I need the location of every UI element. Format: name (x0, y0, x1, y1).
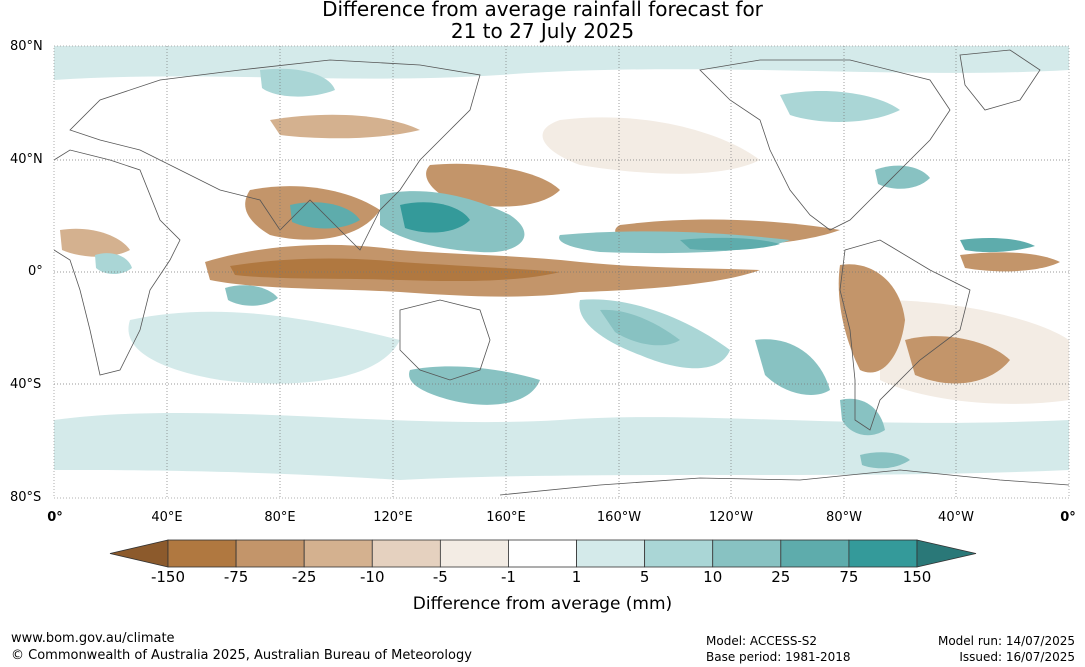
colorbar-tick-label: 10 (703, 568, 723, 586)
colorbar-segment (712, 539, 782, 568)
colorbar-segment (576, 539, 646, 568)
field-itcz-pacific-core (680, 237, 780, 251)
coastline-eurasia (69, 59, 481, 251)
field-arabia-dry (60, 228, 130, 257)
colorbar-tick-label: 75 (839, 568, 859, 586)
footer-url: www.bom.gov.au/climate (11, 631, 175, 646)
lat-label-80s: 80°S (10, 490, 42, 505)
lon-label-40w: 40°W (938, 510, 974, 525)
footer-model: Model: ACCESS-S2 (706, 634, 818, 648)
field-east-africa-wet (95, 253, 132, 274)
lat-label-80n: 80°N (10, 39, 43, 54)
colorbar-title: Difference from average (mm) (412, 594, 673, 614)
coastline-north-america (699, 59, 951, 231)
lat-label-40n: 40°N (10, 152, 43, 167)
anomaly-fields (54, 46, 1069, 480)
field-west-pacific-dry (426, 163, 560, 207)
colorbar-tick-label: 1 (571, 568, 582, 586)
colorbar-extend-high (916, 539, 977, 568)
colorbar-tick-label: 25 (771, 568, 791, 586)
field-canada-wet (780, 90, 900, 122)
colorbar-tick-label: -25 (291, 568, 317, 586)
field-antarctic-wet (860, 452, 910, 469)
field-north-america-wet (875, 165, 930, 189)
field-south-pacific-core (600, 309, 680, 346)
colorbar-segment (508, 539, 577, 568)
colorbar-segment (303, 539, 373, 568)
lon-label-80e: 80°E (264, 510, 296, 525)
field-south-america-dry (838, 264, 905, 373)
lon-label-40e: 40°E (151, 510, 183, 525)
lon-label-80w: 80°W (826, 510, 862, 525)
colorbar-tick-label: -5 (432, 568, 448, 586)
colorbar-segment (780, 539, 850, 568)
coastline-australia (399, 299, 491, 381)
lat-label-equator: 0° (28, 264, 43, 279)
colorbar-segment (235, 539, 305, 568)
coastline-south-america (839, 239, 971, 431)
field-australia-south-wet (409, 366, 540, 405)
lon-label-0-left: 0° (47, 510, 63, 525)
lon-label-120e: 120°E (373, 510, 413, 525)
map-title-line1: Difference from average rainfall forecas… (322, 0, 763, 21)
field-atlantic-dry (960, 252, 1060, 272)
field-south-east-pacific-wet (755, 339, 830, 395)
footer-copyright: © Commonwealth of Australia 2025, Austra… (11, 648, 472, 663)
colorbar-segment (644, 539, 714, 568)
footer-model-run: Model run: 14/07/2025 (937, 634, 1075, 648)
field-indian-ocean-wet (225, 285, 278, 306)
colorbar-tick-label: -75 (223, 568, 249, 586)
field-atlantic-wet (960, 238, 1035, 253)
colorbar-segment (439, 539, 509, 568)
colorbar-tick-label: 5 (639, 568, 650, 586)
field-north-pacific-dry (270, 114, 420, 139)
field-philippine-sea-core (400, 202, 470, 233)
field-siberia-wet (260, 68, 335, 97)
colorbar-tick-label: -1 (500, 568, 516, 586)
field-equatorial-dry-core (230, 258, 560, 282)
field-arctic-light-wet (54, 46, 1069, 80)
footer-base-period: Base period: 1981-2018 (706, 650, 851, 664)
lon-label-160w: 160°W (596, 510, 642, 525)
map-title-line2: 21 to 27 July 2025 (450, 19, 635, 43)
colorbar-tick-label: 150 (902, 568, 932, 586)
gridlines (54, 46, 1069, 498)
field-chile-wet (840, 398, 885, 436)
coastline-greenland (959, 49, 1041, 111)
lat-label-40s: 40°S (10, 377, 42, 392)
field-southern-ocean-light-wet (54, 412, 1069, 480)
colorbar-tick-label: -150 (150, 568, 186, 586)
colorbar-tick-label: -10 (360, 568, 385, 586)
coastline-africa (54, 149, 181, 376)
field-brazil-east-dry (905, 336, 1010, 384)
map-frame (53, 45, 1070, 499)
coastline-antarctica (499, 469, 1069, 496)
colorbar-segment (848, 539, 918, 568)
field-indian-ocean-light-wet (128, 311, 400, 384)
coastlines (54, 49, 1069, 496)
colorbar-extend-low (109, 539, 169, 568)
lon-label-160e: 160°E (486, 510, 526, 525)
lon-label-0-right: 0° (1060, 510, 1076, 525)
colorbar-segment (167, 539, 237, 568)
colorbar-segment (371, 539, 441, 568)
footer-issued: Issued: 16/07/2025 (959, 650, 1075, 664)
lon-label-120w: 120°W (708, 510, 754, 525)
